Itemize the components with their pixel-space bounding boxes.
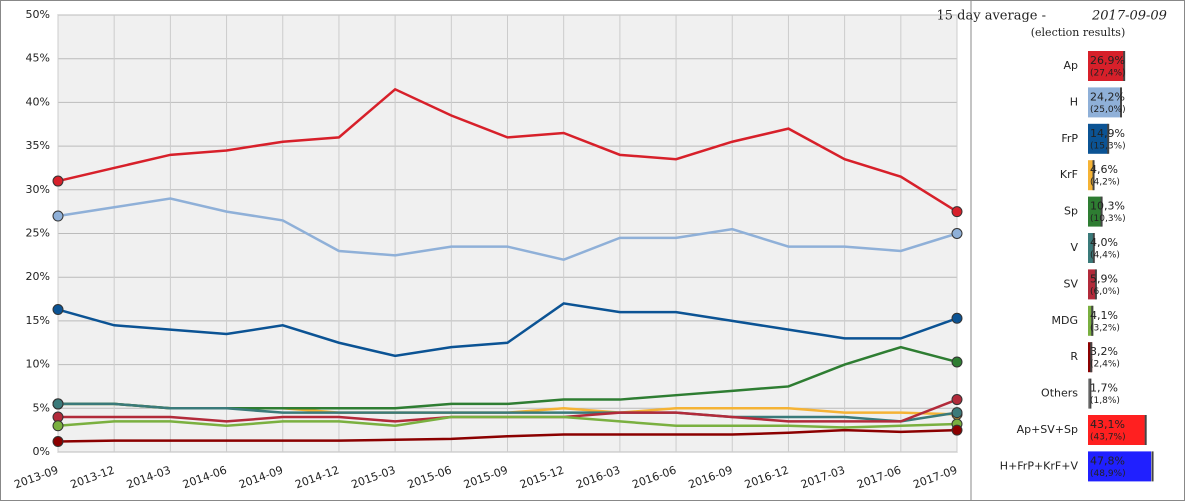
series-line (57, 302, 958, 358)
election-tick (1120, 87, 1122, 118)
election-label: (3,2%) (1090, 323, 1120, 333)
category-label: Others (1041, 387, 1078, 400)
election-tick (1089, 378, 1092, 409)
y-tick-label: 5% (33, 401, 50, 414)
bar (1088, 233, 1094, 263)
bar (1088, 123, 1108, 154)
series-line (57, 428, 958, 443)
y-tick-label: 40% (26, 95, 50, 108)
end-marker (951, 424, 963, 436)
y-tick-label: 20% (26, 270, 50, 283)
election-label: (25,0%) (1090, 105, 1126, 115)
value-label: 4,1% (1090, 309, 1118, 322)
category-label: Sp (1064, 205, 1078, 218)
value-label: 5,9% (1090, 272, 1118, 285)
value-label: 24,2% (1090, 90, 1125, 103)
election-tick (1144, 415, 1147, 445)
category-label: Ap+SV+Sp (1017, 423, 1078, 436)
end-marker (52, 304, 64, 316)
y-tick-label: 0% (33, 445, 50, 458)
series-line (57, 197, 958, 262)
election-label: (10,3%) (1090, 214, 1126, 224)
category-label: R (1070, 350, 1078, 363)
value-label: 4,6% (1090, 163, 1118, 176)
election-tick (1091, 305, 1094, 336)
end-marker (951, 407, 963, 419)
value-label: 43,1% (1090, 418, 1125, 431)
y-tick-label: 50% (26, 8, 50, 21)
category-label: SV (1063, 277, 1078, 290)
election-tick (1100, 196, 1103, 227)
end-marker (951, 394, 963, 406)
election-label: (2,4%) (1090, 360, 1120, 370)
bar (1088, 415, 1145, 445)
election-tick (1123, 51, 1126, 81)
category-label: KrF (1060, 168, 1078, 181)
end-marker (52, 175, 64, 187)
series-line (57, 87, 958, 213)
bar (1088, 196, 1102, 227)
bar (1088, 269, 1096, 300)
bar (1088, 87, 1120, 118)
bar (1088, 160, 1095, 191)
category-label: V (1070, 241, 1078, 254)
election-label: (4,2%) (1090, 178, 1120, 188)
value-label: 1,7% (1090, 382, 1118, 395)
value-label: 14,9% (1090, 127, 1125, 140)
bar (1088, 378, 1091, 409)
election-tick (1092, 160, 1095, 191)
category-label: MDG (1052, 314, 1079, 327)
election-tick (1151, 451, 1154, 482)
end-marker (951, 312, 963, 324)
election-label: (6,0%) (1090, 287, 1120, 297)
y-tick-label: 10% (26, 358, 50, 371)
bar (1088, 451, 1152, 482)
series-line (57, 415, 958, 429)
panel-date: 2017-09-09 (1091, 9, 1167, 24)
y-tick-label: 15% (26, 314, 50, 327)
category-label: Ap (1063, 59, 1078, 72)
end-marker (52, 398, 64, 410)
election-tick (1092, 233, 1095, 263)
election-label: (15,3%) (1090, 141, 1126, 151)
y-tick-label: 25% (26, 227, 50, 240)
bar (1088, 305, 1094, 336)
category-label: H+FrP+KrF+V (1000, 459, 1079, 472)
bar (1088, 342, 1093, 373)
election-tick (1107, 123, 1110, 154)
election-label: (1,8%) (1090, 396, 1120, 406)
election-tick (1090, 342, 1093, 373)
category-label: FrP (1061, 132, 1078, 145)
y-tick-label: 30% (26, 183, 50, 196)
value-label: 26,9% (1090, 54, 1125, 67)
category-label: H (1070, 95, 1078, 108)
y-tick-label: 35% (26, 139, 50, 152)
value-label: 47,8% (1090, 454, 1125, 467)
series-line (58, 402, 958, 423)
election-label: (27,4%) (1090, 69, 1126, 79)
election-tick (1094, 269, 1097, 300)
election-label: (43,7%) (1090, 433, 1126, 443)
panel-subtitle: (election results) (1031, 26, 1126, 39)
election-label: (48,9%) (1090, 469, 1126, 479)
end-marker (951, 228, 963, 239)
end-marker (52, 420, 64, 432)
bar (1088, 51, 1124, 81)
end-marker (52, 436, 64, 448)
election-label: (4,4%) (1090, 251, 1120, 261)
end-marker (951, 356, 963, 368)
end-marker (52, 210, 64, 222)
value-label: 3,2% (1090, 345, 1118, 358)
value-label: 4,0% (1090, 236, 1118, 249)
y-tick-label: 45% (26, 52, 50, 65)
panel-title: 15 day average - (936, 9, 1046, 24)
end-marker (951, 206, 963, 218)
value-label: 10,3% (1090, 200, 1125, 213)
